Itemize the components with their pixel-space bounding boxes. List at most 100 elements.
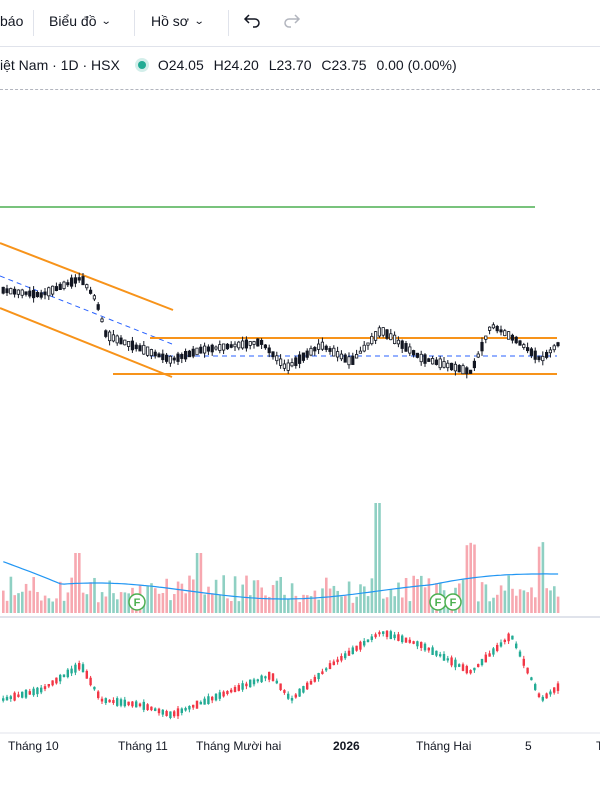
profile-menu-button[interactable]: Hồ sơ ⌄	[151, 13, 205, 29]
candle-body	[328, 348, 332, 352]
indicator-body	[556, 683, 560, 691]
candle-body	[16, 289, 21, 295]
volume-bar	[393, 596, 396, 613]
candle-body	[145, 346, 150, 356]
candle-body	[320, 341, 325, 350]
indicator-candles	[2, 629, 560, 720]
indicator-body	[256, 679, 259, 682]
indicator-body	[412, 641, 415, 644]
volume-bar	[325, 577, 328, 613]
indicator-body	[522, 658, 525, 666]
candle-body	[130, 340, 134, 351]
volume-bar	[507, 575, 510, 613]
open-value: O24.05	[157, 57, 204, 73]
indicator-body	[393, 634, 396, 639]
candle-body	[335, 351, 340, 358]
candle-body	[495, 325, 499, 332]
volume-bar	[207, 586, 210, 613]
candle-body	[301, 352, 306, 361]
indicator-body	[47, 684, 50, 687]
volume-bar	[530, 587, 533, 613]
indicator-body	[13, 692, 16, 701]
volume-bar	[461, 579, 465, 613]
candle-body	[275, 355, 279, 362]
candle-body	[541, 355, 545, 362]
candle-body	[491, 324, 496, 329]
indicator-body	[142, 701, 145, 710]
candle-body	[43, 291, 47, 296]
indicator-body	[340, 655, 343, 661]
indicator-body	[275, 680, 278, 684]
event-marker-circle	[444, 593, 462, 611]
candle-body	[153, 351, 157, 357]
volume-bar	[5, 600, 9, 613]
candle-body	[244, 339, 248, 349]
candle-body	[430, 358, 435, 365]
volume-bar	[89, 582, 92, 613]
candle-body	[339, 353, 344, 360]
indicator-body	[116, 698, 119, 706]
time-label: 2026	[333, 739, 360, 753]
partial-menu-item[interactable]: báo	[0, 13, 23, 29]
volume-bar	[85, 594, 89, 613]
volume-bar	[195, 553, 199, 613]
indicator-body	[89, 677, 92, 686]
candle-body	[119, 337, 123, 345]
candle-body	[180, 354, 184, 359]
indicator-body	[218, 692, 221, 699]
indicator-body	[518, 651, 522, 657]
candle-body	[347, 356, 351, 366]
volume-bar	[241, 584, 244, 613]
volume-bar	[112, 593, 115, 613]
candle-body	[537, 356, 541, 361]
candle-body	[400, 340, 404, 349]
indicator-body	[131, 701, 134, 707]
undo-icon[interactable]	[243, 11, 261, 34]
indicator-body	[298, 688, 301, 697]
indicator-body	[51, 680, 54, 686]
candle-body	[138, 345, 142, 352]
volume-bar	[363, 586, 366, 613]
candle-body	[449, 362, 454, 371]
indicator-body	[9, 696, 12, 699]
indicator-body	[287, 693, 290, 699]
chart-menu-button[interactable]: Biểu đồ ⌄	[49, 13, 113, 29]
candle-body	[85, 284, 89, 289]
candle-body	[358, 350, 363, 354]
indicator-body	[397, 634, 400, 641]
candle-body	[81, 276, 85, 286]
volume-bar	[553, 586, 556, 613]
indicator-body	[5, 696, 9, 701]
volume-bar	[541, 542, 545, 613]
volume-bar	[245, 575, 248, 613]
symbol-title[interactable]: iệt Nam · 1D · HSX	[0, 57, 120, 73]
volume-bar	[165, 578, 168, 613]
market-status-dot	[137, 61, 146, 69]
redo-icon[interactable]	[283, 11, 301, 34]
volume-bar	[188, 575, 191, 613]
volume-bar	[408, 601, 412, 613]
indicator-body	[188, 705, 191, 710]
volume-bar	[484, 584, 488, 613]
indicator-body	[135, 701, 138, 708]
candle-body	[214, 346, 218, 350]
volume-bar	[233, 576, 237, 613]
candle-body	[240, 340, 245, 349]
candle-body	[123, 339, 127, 346]
candle-body	[351, 355, 355, 365]
volume-bar	[150, 583, 153, 613]
channel-mid-line	[0, 275, 173, 345]
candle-body	[202, 345, 207, 354]
volume-bar	[180, 583, 184, 613]
candle-body	[438, 358, 442, 369]
volume-bar	[397, 582, 400, 613]
indicator-body	[290, 698, 294, 701]
indicator-body	[249, 679, 252, 688]
indicator-body	[404, 637, 408, 643]
candle-body	[127, 341, 131, 347]
candle-body	[503, 330, 507, 337]
chevron-down-icon: ⌄	[101, 15, 113, 27]
price-candles	[1, 272, 560, 379]
indicator-body	[439, 654, 442, 657]
